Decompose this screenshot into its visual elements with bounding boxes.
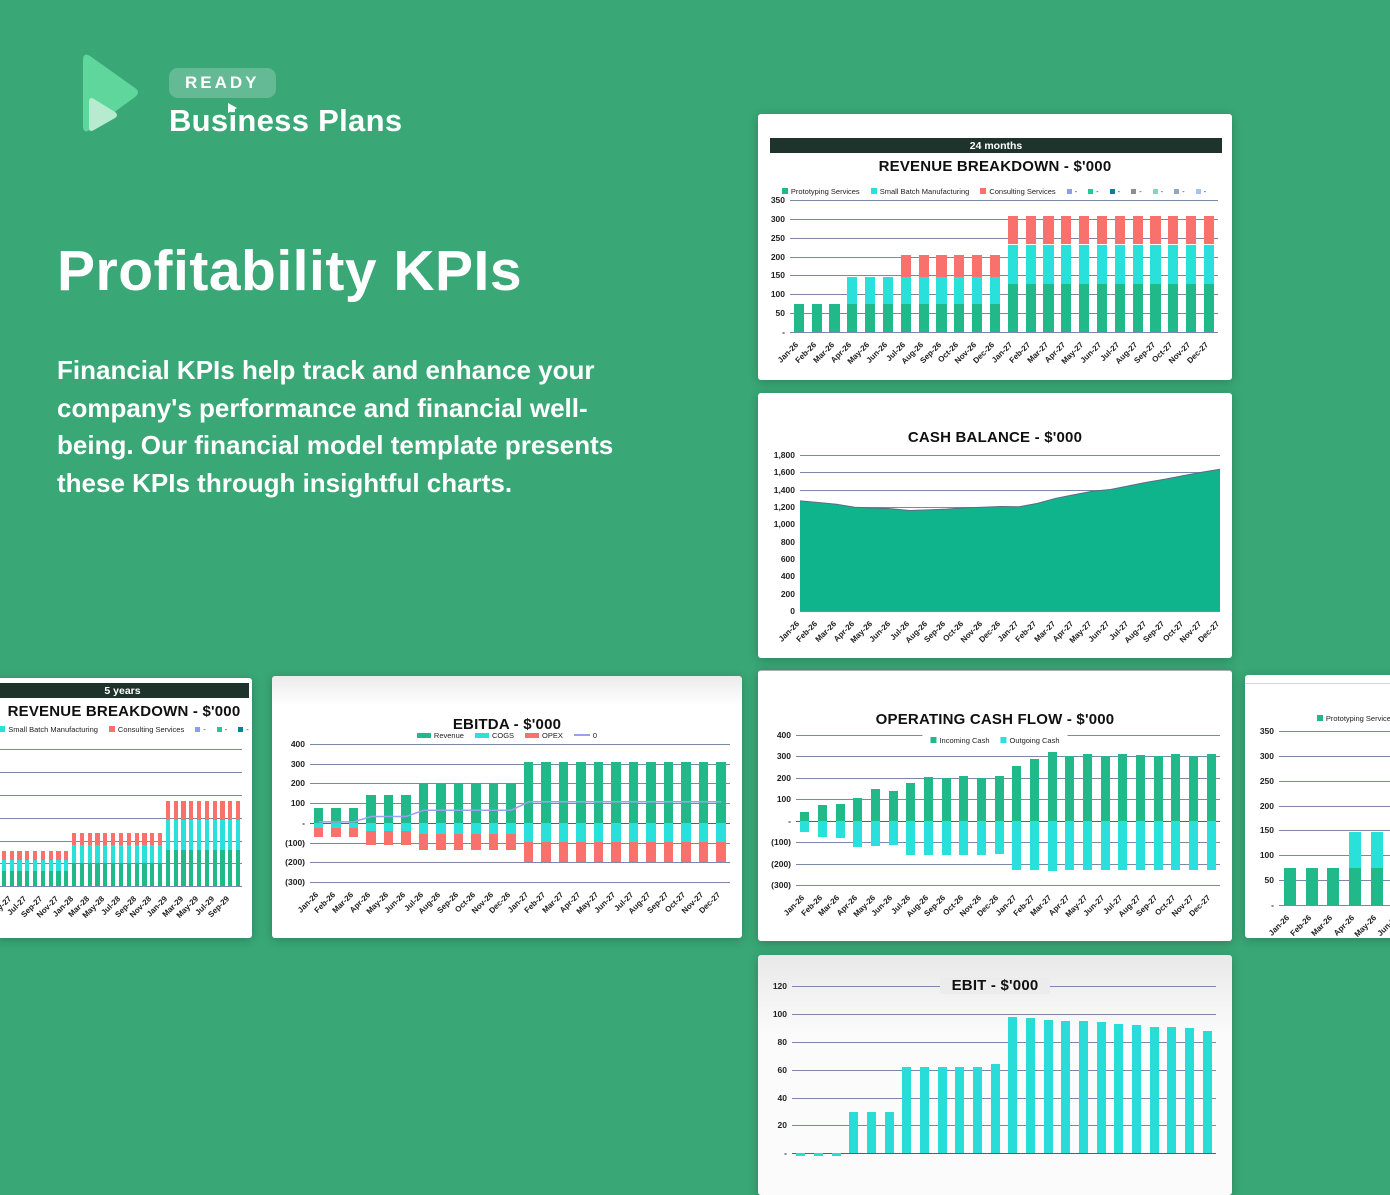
ebit-title-label: EBIT - $'000	[939, 977, 1051, 994]
period-badge-label: 24 months	[969, 139, 1023, 152]
period-badge-label: 5 years	[104, 684, 141, 697]
period-badge-5-years: 5 years	[0, 683, 249, 698]
card-ebitda: EBITDA - $'000 Revenue COGS OPEX 0 400 300 200…	[272, 676, 742, 938]
chart-title-ebit: EBIT - $'000	[758, 977, 1232, 994]
page-description: Financial KPIs help track and enhance yo…	[57, 355, 614, 499]
ebit-chart: 12010080604020-Jan-26Feb-26Mar-26Apr-26M…	[762, 969, 1224, 1195]
card-revenue-breakdown-24m: 24 months REVENUE BREAKDOWN - $'000 Prot…	[758, 114, 1232, 380]
page-title: Profitability KPIs	[57, 239, 523, 303]
chart-title-revenue-5y: REVENUE BREAKDOWN - $'000	[7, 703, 241, 720]
chart-title-ebitda: EBITDA - $'000	[452, 716, 562, 733]
chart-title-cash-balance: CASH BALANCE - $'000	[907, 429, 1083, 446]
revenue-breakdown-5y-chart: Small Batch Manufacturing Consulting Serv…	[0, 724, 249, 920]
chart-title-operating-cash-flow: OPERATING CASH FLOW - $'000	[875, 711, 1115, 728]
brand-play-icon	[228, 103, 237, 113]
logo: READY Business Plans	[75, 50, 402, 139]
card-cash-balance: CASH BALANCE - $'000 1,800 1,600 1,400 1,20…	[758, 393, 1232, 658]
cash-balance-chart: 1,800 1,600 1,400 1,200 1,000 800 600 400 200 0 Ja…	[773, 450, 1222, 645]
ready-badge: READY	[169, 68, 276, 98]
play-icon	[83, 54, 138, 132]
brand-label: Business Plans	[169, 103, 403, 138]
chart-title-revenue-24m: REVENUE BREAKDOWN - $'000	[878, 158, 1112, 175]
ebitda-chart: Revenue COGS OPEX 0 400 300 200 100- (100) (200)(…	[276, 728, 738, 932]
period-badge-24-months: 24 months	[770, 138, 1222, 153]
brand-text: Business Plans	[169, 103, 402, 139]
card-top-divider	[1245, 683, 1390, 684]
operating-cash-flow-chart: Incoming Cash Outgoing Cash 400 300 200 100-(…	[762, 730, 1228, 935]
card-revenue-breakdown-5y: 5 years REVENUE BREAKDOWN - $'000 Small …	[0, 678, 252, 938]
card-operating-cash-flow: OPERATING CASH FLOW - $'000 Incoming Cas…	[758, 670, 1232, 941]
card-ebit: EBIT - $'000 12010080604020-Jan-26Feb-26…	[758, 955, 1232, 1195]
revenue-breakdown-24m-chart: Prototyping Services Small Batch Manufact…	[762, 184, 1226, 376]
